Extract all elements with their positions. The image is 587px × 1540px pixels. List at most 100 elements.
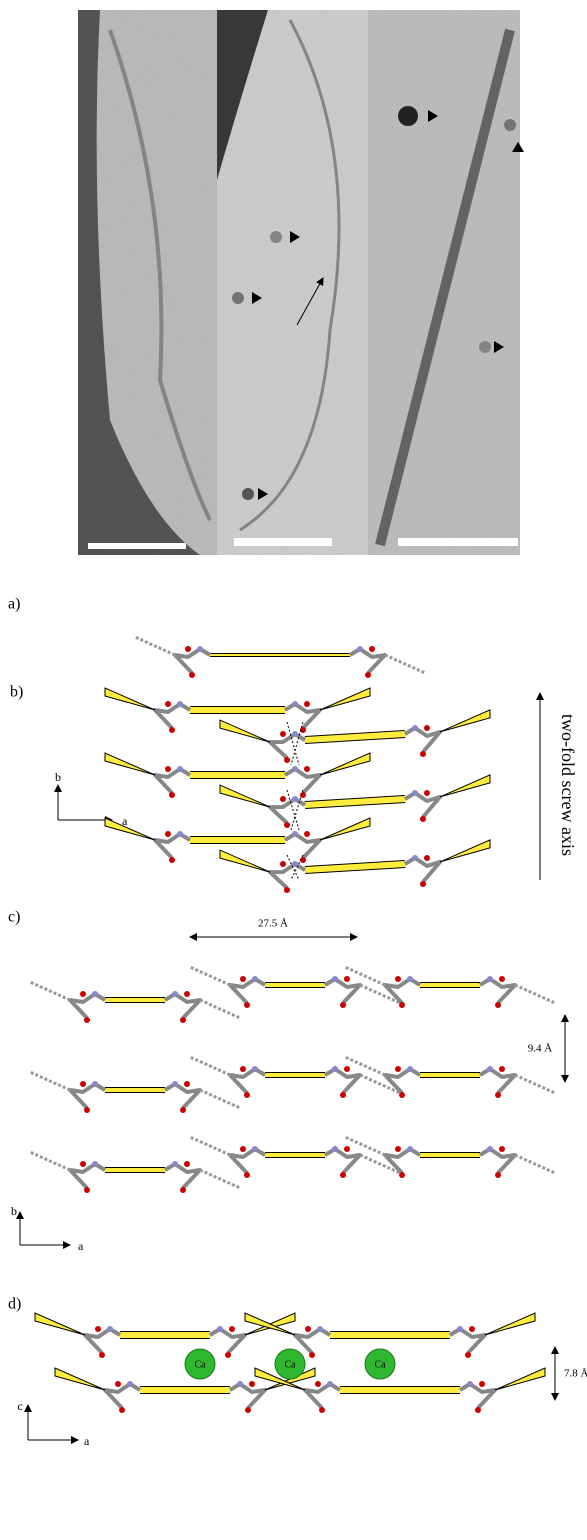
nitrogen: [292, 701, 298, 707]
oxygen: [399, 1172, 405, 1178]
oxygen: [469, 1326, 475, 1332]
molecule: [345, 1057, 555, 1098]
nitrogen: [172, 991, 178, 997]
body: a) b) c) d) two-fold screw axis b a 27.5…: [0, 0, 587, 1540]
nitrogen: [107, 1326, 113, 1332]
oxygen: [284, 757, 290, 763]
page: {"panels": [ {"label": "a)"}, {"label": …: [0, 0, 587, 1540]
particle: [479, 341, 491, 353]
nitrogen: [177, 831, 183, 837]
scale-bar: [398, 538, 518, 546]
nitrogen: [292, 861, 298, 867]
tail: [345, 967, 385, 985]
head: [480, 1069, 515, 1093]
molecules: [30, 637, 555, 1413]
oxygen: [315, 1381, 321, 1387]
nitrogen: [292, 831, 298, 837]
axis-label: c: [17, 1399, 22, 1413]
rod: [305, 799, 405, 805]
tail: [190, 1057, 230, 1075]
nitrogen: [92, 1081, 98, 1087]
panel-label: c): [8, 909, 20, 926]
figure: a) b) c) d) two-fold screw axis b a 27.5…: [0, 0, 587, 1535]
oxygen: [420, 881, 426, 887]
nitrogen: [292, 731, 298, 737]
molecule: [345, 1137, 555, 1178]
head: [460, 1384, 495, 1408]
oxygen: [395, 1146, 401, 1152]
nitrogen: [357, 646, 363, 652]
head: [385, 979, 420, 1003]
oxygen: [495, 1002, 501, 1008]
oxygen: [240, 1146, 246, 1152]
axis-label: b: [11, 1204, 17, 1218]
tail: [190, 967, 230, 985]
rod: [305, 734, 405, 740]
head: [175, 649, 210, 673]
head: [70, 1164, 105, 1188]
oxygen: [84, 1017, 90, 1023]
head: [385, 1149, 420, 1173]
nitrogen: [292, 796, 298, 802]
oxygen: [319, 1407, 325, 1413]
tail: [220, 850, 270, 872]
nitrogen: [92, 1161, 98, 1167]
tail: [345, 1137, 385, 1155]
ion-label: Ca: [284, 1359, 296, 1370]
head: [295, 1329, 330, 1353]
nitrogen: [487, 1146, 493, 1152]
tail: [190, 1137, 230, 1155]
oxygen: [420, 816, 426, 822]
oxygen: [240, 1066, 246, 1072]
oxygen: [180, 1107, 186, 1113]
head: [230, 979, 265, 1003]
tail: [485, 1313, 535, 1335]
head: [385, 1069, 420, 1093]
head: [270, 864, 305, 888]
oxygen: [245, 1407, 251, 1413]
molecule: [30, 1152, 240, 1193]
oxygen: [244, 1002, 250, 1008]
oxygen: [495, 1092, 501, 1098]
tail: [345, 1057, 385, 1075]
particle: [504, 119, 516, 131]
oxygen: [499, 976, 505, 982]
tail: [320, 688, 370, 710]
nitrogen: [332, 1066, 338, 1072]
tail: [30, 982, 70, 1000]
oxygen: [499, 1066, 505, 1072]
oxygen: [399, 1092, 405, 1098]
oxygen: [340, 1002, 346, 1008]
oxygen: [475, 1407, 481, 1413]
oxygen: [165, 831, 171, 837]
head: [325, 1149, 360, 1173]
axes-c: b a: [11, 1204, 84, 1253]
molecule: [345, 967, 555, 1008]
molecule: [105, 818, 370, 863]
tail: [385, 655, 425, 673]
nitrogen: [412, 855, 418, 861]
oxygen: [169, 857, 175, 863]
oxygen: [304, 831, 310, 837]
molecule: [105, 753, 370, 798]
oxygen: [80, 991, 86, 997]
head: [70, 1084, 105, 1108]
nitrogen: [412, 725, 418, 731]
molecule: [190, 1057, 400, 1098]
head: [285, 834, 320, 858]
oxygen: [424, 725, 430, 731]
particle: [232, 292, 244, 304]
tail: [30, 1152, 70, 1170]
particle: [398, 106, 418, 126]
oxygen: [305, 1326, 311, 1332]
molecule: [105, 688, 370, 733]
nitrogen: [487, 1066, 493, 1072]
head: [480, 979, 515, 1003]
oxygen: [229, 1326, 235, 1332]
head: [405, 793, 440, 817]
head: [230, 1069, 265, 1093]
oxygen: [115, 1381, 121, 1387]
oxygen: [184, 1081, 190, 1087]
tail: [440, 840, 490, 862]
